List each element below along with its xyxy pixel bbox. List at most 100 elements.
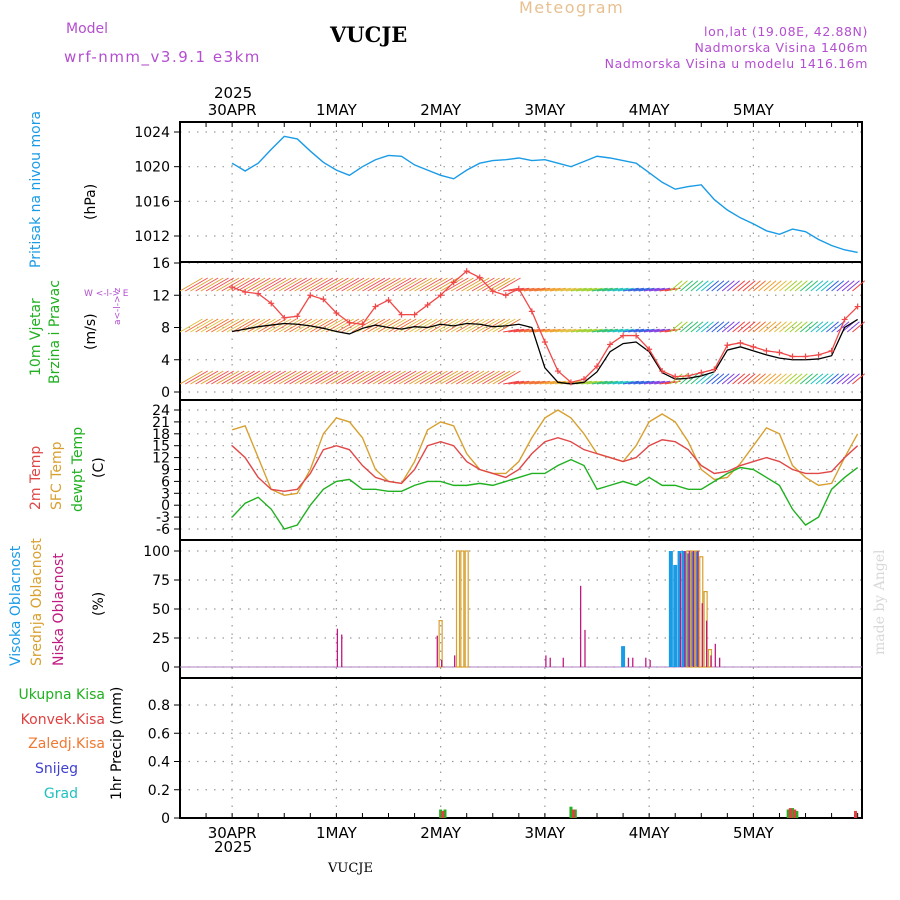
wind-barb [591,328,608,333]
wind-barb [289,370,313,385]
wind-barb [700,321,714,333]
wind-barb [721,321,735,333]
model-name: wrf-nmm_v3.9.1 e3km [64,48,261,66]
wind-barb [184,277,208,292]
wind-barb [487,370,511,385]
wind-barb [184,318,208,333]
wind-barb [476,277,500,292]
gust-marker [750,343,757,350]
wind-barb [727,280,740,292]
y-tick-label: 16 [152,256,170,272]
wind-barb [753,280,766,292]
wind-barb [466,277,490,292]
day-label-bottom: 4MAY [629,824,671,842]
wind-barb [747,321,761,333]
wind-barb [690,321,704,333]
wind-barb [622,380,639,385]
wind-barb [555,328,572,333]
wind-barb [336,277,360,292]
wind-barb [247,277,271,292]
wind-barb [503,328,520,333]
wind-barb [596,287,613,292]
wind-barb [560,287,577,292]
wind-barb [482,370,506,385]
wind-barb [753,373,766,385]
gust-marker [554,368,561,375]
precip-conv-bar [853,810,857,818]
wind-barb [576,287,593,292]
wind-barb [179,370,203,385]
wind-barb [544,287,561,292]
gust-marker [450,279,457,286]
wind-barb [815,321,829,333]
wind-barb [789,321,803,333]
wind-barb [649,380,665,385]
wind-barb [602,380,619,385]
wind-barb [841,373,855,385]
wind-barb [685,321,699,333]
wind-barb [727,373,740,385]
wind-barb [768,373,782,385]
wind-barb [721,373,735,385]
day-label-bottom: 1MAY [316,824,358,842]
wind-barb [211,370,235,385]
wind-barb [429,318,453,333]
wind-barb [315,370,339,385]
wind-barb [794,280,808,292]
wind-barb [674,321,688,333]
wind-barb [221,370,245,385]
wind-barb [492,277,516,292]
wind-barb [706,373,720,385]
wind-barb [466,370,490,385]
wind-barb [544,328,561,333]
wind-barb [476,370,500,385]
wind-barb [628,287,645,292]
wind-barb [497,370,521,385]
wind-barb [758,321,772,333]
wind-barb [737,373,751,385]
wind-barb [784,321,798,333]
wind-barb [732,321,746,333]
wind-barb [810,280,824,292]
y-tick-label: 100 [143,544,170,560]
wind-barb [852,280,866,292]
precip-total-bar [786,809,790,818]
wind-barb [534,328,551,333]
wind-barb [320,277,344,292]
wind-barb [377,370,401,385]
wind-barb [799,280,813,292]
wind-barb [518,380,535,385]
wind-barb [242,277,266,292]
wind-barb [747,373,761,385]
wind-barb [252,370,276,385]
wind-barb [794,373,808,385]
wind-barb [190,370,214,385]
wind-barb [252,277,276,292]
wind-barb [680,280,694,292]
wind-barb [372,318,396,333]
wind-barb [205,370,229,385]
wind-barb [820,373,834,385]
wind-barb [742,373,756,385]
wind-barb [753,321,766,333]
wind-barb [826,280,839,292]
precip-conv-bar [441,810,445,818]
wind-barb [570,287,587,292]
wind-barb [628,380,645,385]
wind-barb [654,287,671,292]
y-tick-label: 0.4 [148,755,170,771]
wind-barb [205,318,229,333]
gust-marker [789,353,796,360]
gust-marker [841,316,848,323]
precip-conv-bar [793,809,797,818]
wind-barb [310,318,334,333]
wind-barb [409,277,433,292]
wind-barb [440,370,464,385]
wind-barb [711,321,725,333]
wind-barb [669,321,683,333]
wind-barb [419,277,443,292]
wind-barb [226,370,250,385]
wind-barb [409,318,433,333]
gust-marker [294,313,301,320]
y-tick-label: 0 [161,811,170,827]
